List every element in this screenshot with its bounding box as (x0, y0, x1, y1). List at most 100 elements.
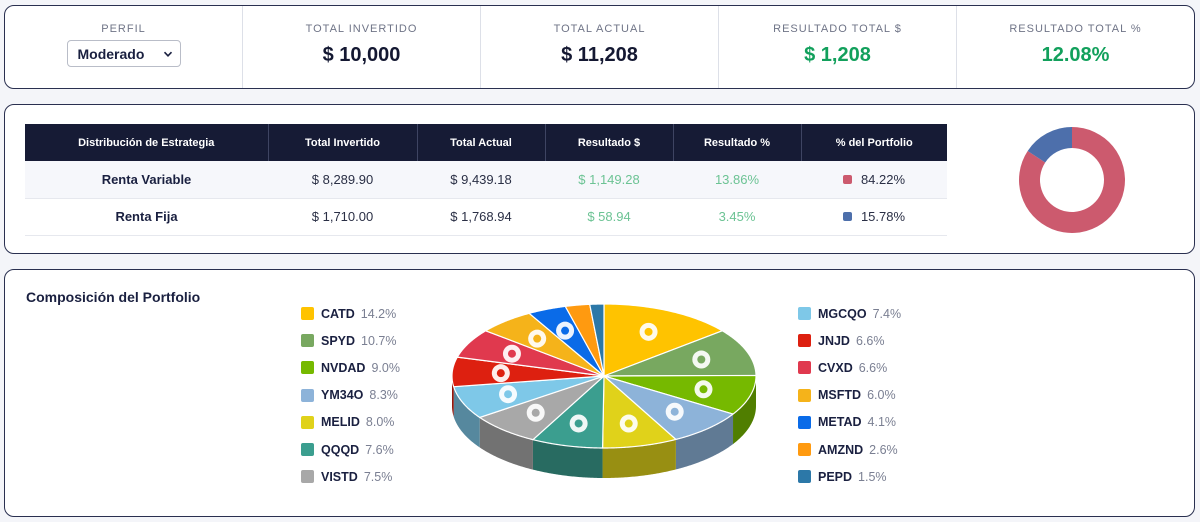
legend-ticker: MELID (321, 415, 360, 430)
total-actual-label: TOTAL ACTUAL (553, 23, 646, 35)
color-swatch (842, 212, 852, 221)
row-portfolio-pct: 84.22% (860, 171, 906, 187)
row-portfolio-pct: 15.78% (860, 209, 906, 224)
resultado-usd-cell: RESULTADO TOTAL $ $ 1,208 (719, 6, 957, 88)
invesco-icon (301, 443, 314, 457)
pie-side-melid (602, 439, 676, 478)
row-name: Renta Variable (25, 161, 268, 199)
header-total-invertido: Total Invertido (268, 124, 418, 161)
total-invertido-value: $ 10,000 (322, 44, 401, 66)
pampa-icon (798, 307, 811, 321)
legend-item-mgcqo: MGCQO 7.4% (798, 300, 901, 327)
legend-pct: 6.6% (858, 360, 888, 375)
pie-slice-jnjd (451, 356, 605, 388)
legend-ticker: MSFTD (818, 388, 862, 403)
perfil-label: PERFIL (101, 23, 146, 35)
spdr-icon (301, 334, 314, 348)
vista-icon-dot (531, 408, 540, 417)
row-name: Renta Fija (25, 198, 268, 236)
header-distribucion: Distribución de Estrategia (25, 124, 269, 161)
legend-pct: 7.6% (365, 442, 394, 457)
pie-slice-cvxd (456, 330, 605, 377)
header-portfolio-pct: % del Portfolio (801, 124, 947, 161)
pie-slice-melid (601, 375, 677, 449)
legend-pct: 1.5% (858, 469, 887, 484)
kpi-summary-card: PERFIL Moderado TOTAL INVERTIDO $ 10,000… (4, 5, 1195, 89)
legend-right: MGCQO 7.4% JNJD 6.6% CVXD 6.6% MSFTD 6.0% METAD 4… (798, 300, 901, 490)
row-invertido: $ 8,289.90 (268, 161, 417, 199)
microsoft-icon-dot (533, 334, 542, 343)
legend-item-qqqd: QQQD 7.6% (301, 436, 400, 463)
table-row: Renta Variable $ 8,289.90 $ 9,439.18 $ 1… (25, 161, 947, 199)
invesco-icon-dot (574, 419, 583, 428)
legend-item-cvxd: CVXD 6.6% (798, 354, 901, 381)
legend-item-nvdad: NVDAD 9.0% (301, 354, 400, 381)
legend-item-vistd: VISTD 7.5% (301, 463, 400, 490)
pie-slice-mgcqo (453, 375, 605, 419)
pie-slice-nvdad (603, 374, 757, 415)
pie-slice-msftd (485, 312, 605, 377)
total-invertido-cell: TOTAL INVERTIDO $ 10,000 (243, 6, 481, 88)
total-actual-cell: TOTAL ACTUAL $ 11,208 (481, 6, 719, 88)
table-row: Renta Fija $ 1,710.00 $ 1,768.94 $ 58.94… (25, 198, 947, 236)
pampa-icon-dot (504, 390, 513, 399)
donut-segment (1019, 127, 1125, 233)
legend-ticker: CVXD (818, 360, 853, 375)
resultado-pct-value: 12.08% (1041, 44, 1110, 66)
composition-pie-chart (451, 303, 757, 478)
row-portfolio: 84.22% (801, 161, 947, 199)
total-actual-value: $ 11,208 (561, 44, 638, 66)
pie-slice-pepd (589, 303, 605, 377)
strategy-card: Distribución de Estrategia Total Inverti… (4, 104, 1195, 254)
header-resultado-pct: Resultado % (673, 124, 802, 161)
chevron-icon (798, 361, 811, 375)
resultado-usd-label: RESULTADO TOTAL $ (773, 23, 902, 35)
row-resultado-usd: $ 1,149.28 (545, 161, 673, 199)
legend-pct: 9.0% (371, 360, 400, 375)
pie-slice-metad (528, 305, 605, 377)
nvidia-icon-dot (699, 385, 708, 394)
legend-item-spyd: SPYD 10.7% (301, 327, 400, 354)
strategy-table: Distribución de Estrategia Total Inverti… (25, 124, 947, 236)
meta-icon (798, 415, 811, 429)
legend-pct: 8.3% (369, 388, 398, 403)
legend-ticker: METAD (818, 415, 862, 430)
row-resultado-usd: $ 58.94 (545, 198, 673, 236)
perfil-select[interactable]: Moderado (66, 40, 181, 67)
row-actual: $ 9,439.18 (417, 161, 545, 199)
row-invertido: $ 1,710.00 (268, 198, 417, 236)
mercadolibre-icon-dot (624, 419, 633, 428)
legend-pct: 4.1% (867, 415, 897, 430)
donut-segment (1027, 127, 1072, 163)
pie-side-vistd (479, 417, 533, 470)
pepsi-icon (798, 470, 811, 484)
row-portfolio: 15.78% (801, 198, 947, 236)
resultado-usd-value: $ 1,208 (804, 44, 871, 66)
resultado-pct-label: RESULTADO TOTAL % (1009, 23, 1142, 35)
total-invertido-label: TOTAL INVERTIDO (305, 23, 418, 35)
composition-title: Composición del Portfolio (26, 289, 201, 305)
legend-item-melid: MELID 8.0% (301, 409, 400, 436)
strategy-donut-chart (1019, 127, 1125, 233)
chevron-icon-dot (507, 349, 516, 358)
nvidia-icon (301, 361, 314, 375)
amazon-icon (798, 443, 811, 457)
jnj-icon-dot (496, 369, 505, 378)
legend-pct: 2.6% (869, 442, 898, 457)
legend-left: CATD 14.2% SPYD 10.7% NVDAD 9.0% YM34O 8.3% MELI… (301, 300, 400, 490)
row-resultado-pct: 13.86% (673, 161, 801, 199)
legend-item-msftd: MSFTD 6.0% (798, 382, 901, 409)
pie-sides (452, 376, 756, 478)
microsoft-icon (798, 388, 811, 402)
pie-side-mgcqo (453, 386, 480, 448)
mercadolibre-icon (301, 415, 314, 429)
legend-ticker: VISTD (321, 469, 358, 484)
pie-logos (491, 321, 713, 433)
legend-pct: 6.0% (867, 388, 896, 403)
pie-side-ym34o (675, 414, 734, 470)
legend-pct: 6.6% (855, 333, 885, 348)
legend-item-ym34o: YM34O 8.3% (301, 382, 400, 409)
legend-item-pepd: PEPD 1.5% (798, 463, 901, 490)
yum-icon (301, 388, 314, 402)
legend-item-metad: METAD 4.1% (798, 409, 901, 436)
